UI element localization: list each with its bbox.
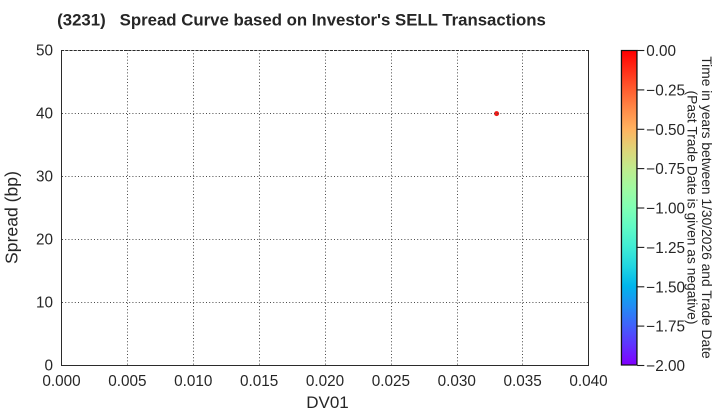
svg-text:−1.25: −1.25 [646, 240, 685, 257]
svg-text:Time in years between 1/30/202: Time in years between 1/30/2026 and Trad… [699, 56, 714, 359]
svg-text:−0.50: −0.50 [646, 122, 685, 139]
svg-text:0.00: 0.00 [646, 43, 676, 60]
svg-text:0.030: 0.030 [438, 373, 476, 390]
svg-text:0.015: 0.015 [240, 373, 278, 390]
svg-text:−1.00: −1.00 [646, 201, 685, 218]
svg-text:(Past Trade Date is given as n: (Past Trade Date is given as negative) [685, 91, 700, 325]
svg-text:(3231) Spread Curve based on: (3231) Spread Curve based on Investor's … [57, 11, 546, 30]
svg-text:0.025: 0.025 [372, 373, 410, 390]
svg-text:−1.75: −1.75 [646, 319, 685, 336]
svg-text:10: 10 [36, 295, 53, 312]
svg-text:0.035: 0.035 [503, 373, 541, 390]
svg-text:30: 30 [36, 169, 53, 186]
svg-text:0.010: 0.010 [174, 373, 212, 390]
svg-text:0.040: 0.040 [569, 373, 607, 390]
svg-text:DV01: DV01 [306, 393, 349, 412]
svg-text:Spread (bp): Spread (bp) [2, 171, 22, 264]
svg-text:−2.00: −2.00 [646, 358, 685, 375]
svg-text:−0.75: −0.75 [646, 161, 685, 178]
svg-text:0.005: 0.005 [108, 373, 146, 390]
svg-text:50: 50 [36, 43, 53, 60]
svg-text:40: 40 [36, 106, 53, 123]
svg-text:0.020: 0.020 [306, 373, 344, 390]
svg-text:−0.25: −0.25 [646, 83, 685, 100]
svg-text:20: 20 [36, 232, 53, 249]
svg-text:0: 0 [44, 358, 53, 375]
svg-text:0.000: 0.000 [42, 373, 80, 390]
svg-text:−1.50: −1.50 [646, 279, 685, 296]
